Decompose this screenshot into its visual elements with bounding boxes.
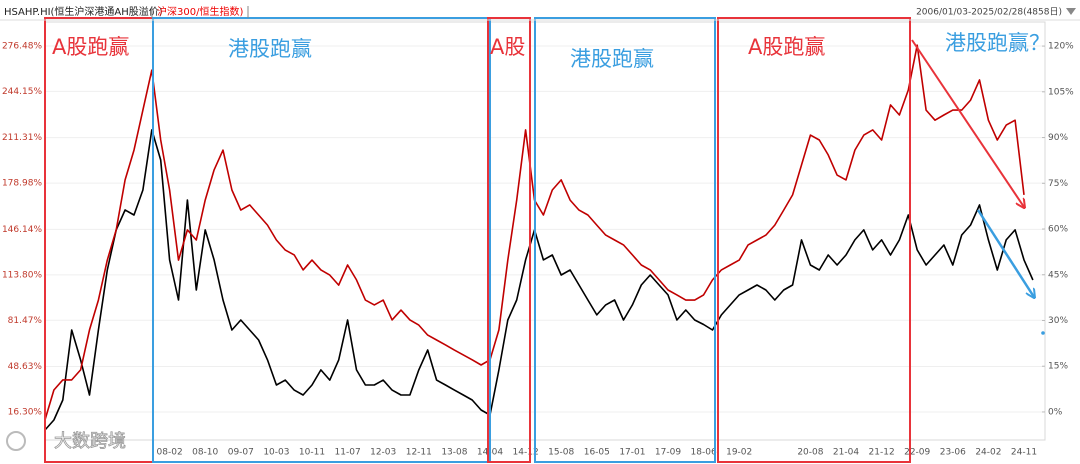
annotation-box — [152, 17, 491, 463]
x-tick-label: 23-06 — [940, 448, 966, 458]
annotation-box — [534, 17, 716, 463]
x-tick-label: 09-07 — [228, 448, 254, 458]
y2-tick-label: 15% — [1048, 362, 1068, 372]
x-tick-label: 14-12 — [513, 448, 539, 458]
x-tick-label: 08-10 — [192, 448, 218, 458]
dropdown-icon — [1066, 8, 1076, 15]
x-tick-label: 10-03 — [263, 448, 289, 458]
x-tick-label: 20-08 — [797, 448, 823, 458]
annotation-box — [717, 17, 911, 463]
x-tick-label: 12-03 — [370, 448, 396, 458]
watermark: 大数跨境 — [54, 431, 126, 452]
x-tick-label: 16-05 — [584, 448, 610, 458]
x-tick-label: 24-11 — [1011, 448, 1037, 458]
annotation-text: A股跑赢 — [52, 35, 129, 59]
legend-entry: 沪深300/恒生指数) — [157, 5, 243, 18]
axes: 276.48% 244.15% 211.31% 178.98% 146.14% 113.8… — [2, 41, 1074, 457]
x-tick-label: 21-04 — [833, 448, 859, 458]
x-tick-label: 11-07 — [335, 448, 361, 458]
x-tick-label: 08-02 — [157, 448, 183, 458]
y-tick-label: 211.31% — [2, 133, 42, 143]
arrow — [976, 209, 1034, 297]
grid — [45, 45, 1045, 413]
y-tick-label: 178.98% — [2, 179, 42, 189]
x-tick-label: 21-12 — [869, 448, 895, 458]
y2-tick-label: 0% — [1048, 407, 1063, 417]
y-tick-label: 146.14% — [2, 225, 42, 235]
legend-entry: HSAHP.HI(恒生沪深港通AH股溢价) — [4, 5, 163, 18]
x-tick-label: 10-11 — [299, 448, 325, 458]
annotation-text: A股 — [490, 35, 525, 59]
y2-tick-label: 75% — [1048, 179, 1068, 189]
y-tick-label: 276.48% — [2, 41, 42, 51]
y2-tick-label: 90% — [1048, 133, 1068, 143]
y-tick-label: 48.63% — [8, 362, 43, 372]
y2-tick-label: 30% — [1048, 316, 1068, 326]
x-tick-label: 13-08 — [441, 448, 467, 458]
y2-tick-label: 105% — [1048, 87, 1074, 97]
x-tick-label: 17-09 — [655, 448, 681, 458]
annotation-text: 港股跑赢？ — [945, 31, 1050, 55]
y2-tick-label: 60% — [1048, 225, 1068, 235]
watermark-logo — [6, 431, 26, 451]
x-tick-label: 18-06 — [691, 448, 717, 458]
plot-area — [44, 21, 1046, 441]
y-tick-label: 81.47% — [8, 316, 43, 326]
y-tick-label: 244.15% — [2, 87, 42, 97]
x-tick-label: 22-09 — [904, 448, 930, 458]
annotation-text: A股跑赢 — [748, 35, 825, 59]
y2-tick-label: 120% — [1048, 42, 1074, 52]
x-tick-label: 24-02 — [975, 448, 1001, 458]
arrow — [911, 39, 1024, 207]
annotations: A股跑赢 港股跑赢 A股 港股跑赢 A股跑赢 港股跑赢？ — [44, 17, 1050, 463]
y2-tick-label: 45% — [1048, 270, 1068, 280]
annotation-box — [487, 17, 531, 463]
y-tick-label: 113.80% — [2, 270, 42, 280]
x-tick-label: 15-08 — [548, 448, 574, 458]
annotation-text: 港股跑赢 — [228, 37, 312, 61]
series-line — [44, 129, 1034, 431]
date-range: 2006/01/03-2025/02/28(4858日) — [916, 7, 1062, 18]
x-tick-label: 17-01 — [619, 448, 645, 458]
dot — [1041, 331, 1045, 335]
x-tick-label: 19-02 — [726, 448, 752, 458]
annotation-text: 港股跑赢 — [570, 47, 654, 71]
y-tick-label: 16.30% — [8, 408, 43, 418]
x-tick-label: 12-11 — [406, 448, 432, 458]
